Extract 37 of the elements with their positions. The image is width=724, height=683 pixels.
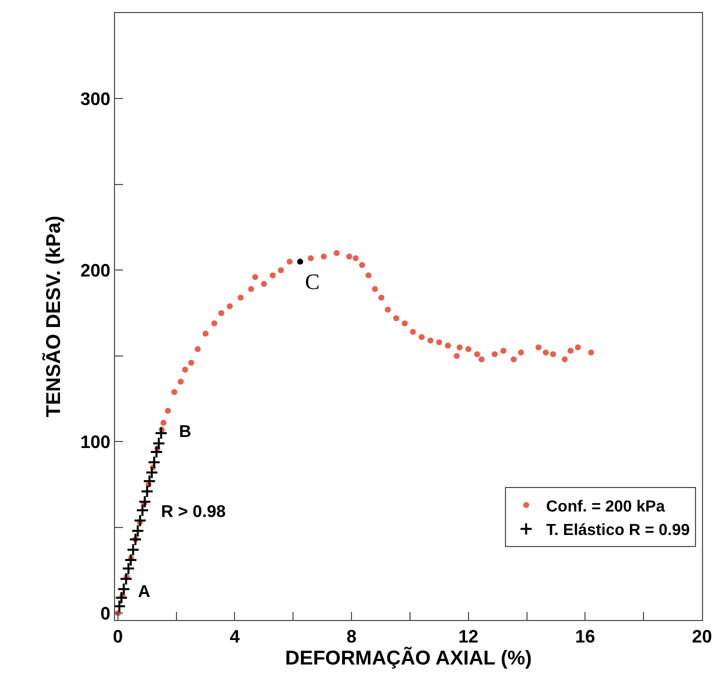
- x-tick-label: 8: [346, 626, 357, 647]
- x-tick-label: 12: [458, 626, 478, 647]
- legend-label: T. Elástico R = 0.99: [546, 522, 690, 540]
- point: [120, 572, 133, 586]
- point: [134, 514, 147, 528]
- point: [148, 456, 161, 469]
- point: [152, 436, 166, 450]
- point: [126, 543, 140, 556]
- x-tick-label: 20: [692, 626, 712, 647]
- point: [150, 445, 164, 459]
- y-tick-label: 0: [100, 603, 110, 624]
- annotation: A: [138, 582, 150, 601]
- point: [154, 426, 168, 440]
- point: [142, 474, 156, 488]
- point: [136, 504, 150, 517]
- annotation: B: [179, 422, 192, 441]
- point: [124, 553, 138, 567]
- point: [138, 495, 152, 508]
- x-tick-label: 16: [575, 626, 596, 647]
- annotation: R > 0.98: [161, 502, 226, 521]
- legend-label: Conf. = 200 kPa: [546, 498, 665, 516]
- x-axis-title: DEFORMAÇÃO AXIAL (%): [285, 646, 532, 670]
- y-tick-label: 200: [80, 260, 110, 280]
- point: [131, 524, 144, 538]
- point: [117, 582, 130, 596]
- point: [145, 466, 158, 480]
- y-axis-title: TENSÃO DESV. (kPa): [42, 216, 65, 418]
- x-tick-label: 0: [112, 626, 123, 647]
- point: [115, 591, 128, 604]
- y-tick-label: 300: [80, 89, 110, 110]
- x-tick-label: 4: [230, 626, 240, 647]
- point: [122, 562, 136, 576]
- point: [128, 532, 142, 546]
- point: [297, 258, 304, 265]
- annotation: C: [305, 269, 320, 294]
- y-tick-label: 100: [80, 432, 110, 452]
- point: [140, 484, 154, 498]
